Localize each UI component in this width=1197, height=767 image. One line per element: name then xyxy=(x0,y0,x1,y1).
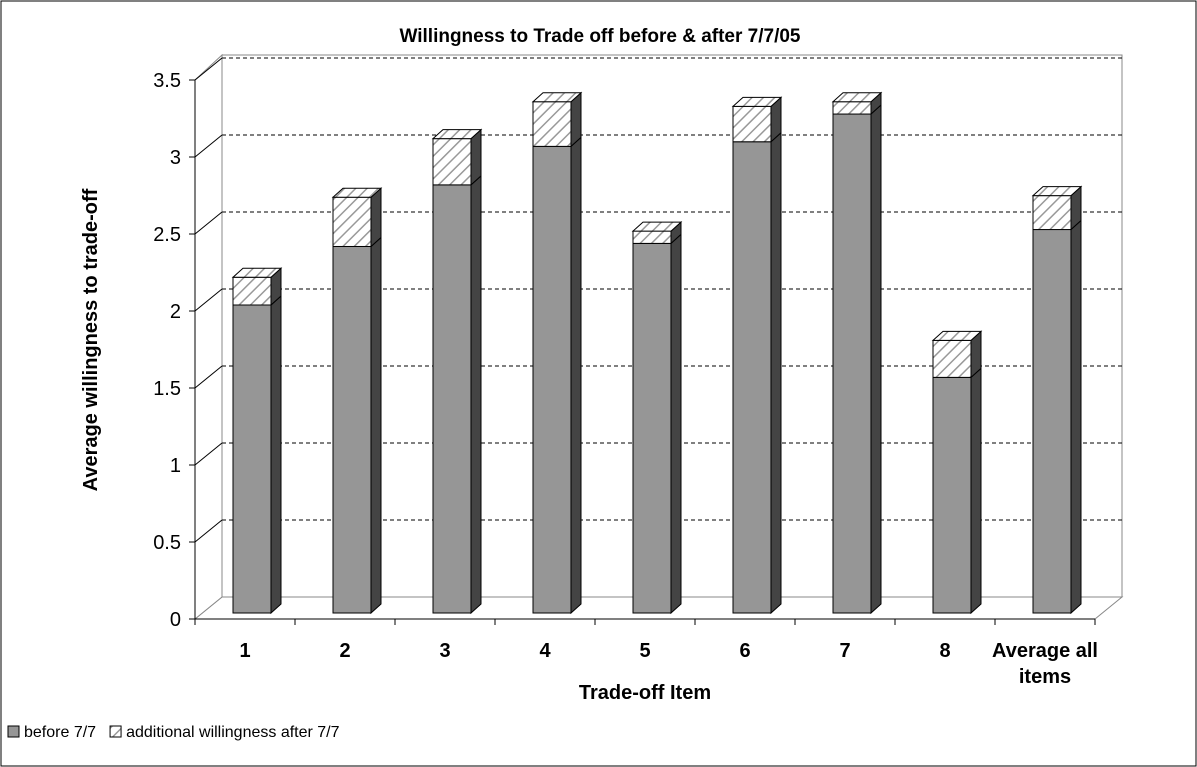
bar-side xyxy=(770,131,782,615)
bar-top xyxy=(431,129,483,140)
bar-top xyxy=(631,221,683,232)
y-tick-label: 1 xyxy=(170,455,181,477)
bar-top xyxy=(531,92,583,103)
bar-side xyxy=(870,103,882,615)
y-tick-label: 3 xyxy=(170,147,181,169)
x-tick-label: 4 xyxy=(539,640,551,662)
bar-segment xyxy=(1032,229,1072,614)
x-tick-label: Average all items xyxy=(992,640,1098,688)
chart-title: Willingness to Trade off before & after … xyxy=(399,26,800,47)
bar-side xyxy=(370,187,382,248)
y-tick-label: 3.5 xyxy=(153,70,181,92)
y-tick-label: 2 xyxy=(170,301,181,323)
grid-diag xyxy=(194,365,223,389)
grid-diag xyxy=(194,519,223,543)
y-tick-label: 2.5 xyxy=(153,224,181,246)
bar-top xyxy=(331,187,383,198)
grid-diag xyxy=(194,134,223,158)
legend-swatch xyxy=(7,725,20,738)
bar-segment xyxy=(432,184,472,614)
x-tick-label: 3 xyxy=(439,640,451,662)
bar-segment xyxy=(532,145,572,614)
bar-top xyxy=(731,96,783,107)
x-tick-label: 6 xyxy=(739,640,751,662)
bar-top xyxy=(1031,186,1083,197)
x-axis-label: Trade-off Item xyxy=(579,682,711,704)
bar-side xyxy=(470,174,482,615)
bar-side xyxy=(370,236,382,615)
bar-side xyxy=(570,136,582,615)
bar-segment xyxy=(932,339,972,378)
bar-segment xyxy=(832,113,872,614)
bar-segment xyxy=(1032,195,1072,231)
x-tick-label: 5 xyxy=(639,640,651,662)
legend-label: additional willingness after 7/7 xyxy=(126,724,340,741)
y-tick-label: 0.5 xyxy=(153,532,181,554)
x-tick-label: 7 xyxy=(839,640,851,662)
bar-side xyxy=(970,367,982,615)
bar-segment xyxy=(232,304,272,614)
bar-segment xyxy=(332,196,372,247)
bar-segment xyxy=(332,245,372,614)
grid-diag xyxy=(194,288,223,312)
bar-segment xyxy=(432,138,472,186)
bar-side xyxy=(270,294,282,615)
y-tick-label: 0 xyxy=(170,609,181,631)
x-tick-label: 1 xyxy=(239,640,251,662)
bar-segment xyxy=(232,276,272,306)
x-tick-label: 2 xyxy=(339,640,351,662)
bar-segment xyxy=(632,230,672,244)
bar-segment xyxy=(532,101,572,147)
legend-swatch xyxy=(109,725,122,738)
x-tick-label: 8 xyxy=(939,640,951,662)
bar-segment xyxy=(932,376,972,614)
bar-side xyxy=(670,233,682,615)
bar-top xyxy=(831,92,883,103)
grid-diag xyxy=(194,57,223,81)
bar-segment xyxy=(632,242,672,614)
grid-diag xyxy=(194,442,223,466)
bar-segment xyxy=(732,141,772,614)
bar-segment xyxy=(732,105,772,143)
bar-top xyxy=(231,267,283,278)
grid-diag xyxy=(194,211,223,235)
side-wall xyxy=(194,53,223,621)
y-tick-label: 1.5 xyxy=(153,378,181,400)
bar-side xyxy=(1070,219,1082,615)
legend-label: before 7/7 xyxy=(24,724,96,741)
bar-segment xyxy=(832,101,872,115)
bar-top xyxy=(931,330,983,341)
y-axis-label: Average willingness to trade-off xyxy=(80,188,102,491)
